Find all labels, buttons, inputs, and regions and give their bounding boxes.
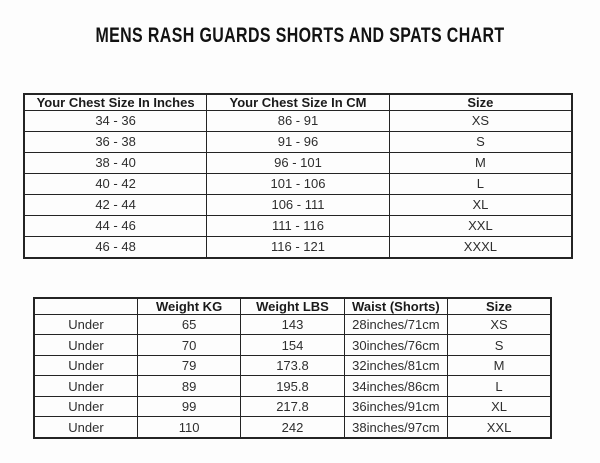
column-header: Size (447, 297, 552, 315)
column-header: Size (388, 93, 573, 111)
table-row: Under 99 217.8 36inches/91cm XL (33, 395, 552, 418)
table-cell: 38inches/97cm (343, 416, 449, 439)
table-cell: Under (33, 395, 138, 418)
table-cell: S (447, 334, 552, 356)
column-header (33, 297, 138, 315)
column-header: Weight LBS (240, 297, 345, 315)
column-header: Your Chest Size In Inches (23, 93, 208, 111)
header-row: Your Chest Size In Inches Your Chest Size… (23, 93, 573, 111)
weight-size-table: Weight KG Weight LBS Waist (Shorts) Size Und… (33, 297, 552, 439)
table-cell: 106 - 111 (206, 193, 390, 216)
table-cell: M (388, 151, 573, 174)
table-cell: Under (33, 354, 138, 377)
table-cell: XXXL (388, 235, 573, 259)
size-chart-page: MENS RASH GUARDS SHORTS AND SPATS CHART … (0, 24, 600, 439)
table-cell: 34inches/86cm (343, 375, 449, 397)
table-cell: 143 (240, 313, 345, 336)
table-row: 42 - 44 106 - 111 XL (23, 193, 573, 216)
table-row: 34 - 36 86 - 91 XS (23, 110, 573, 132)
table-row: Under 70 154 30inches/76cm S (33, 334, 552, 356)
table-cell: XL (447, 395, 552, 418)
table-cell: 99 (136, 395, 242, 418)
table-cell: 91 - 96 (206, 130, 390, 153)
header-row: Weight KG Weight LBS Waist (Shorts) Size (33, 297, 552, 315)
table-row: Under 79 173.8 32inches/81cm M (33, 354, 552, 377)
table-row: Under 89 195.8 34inches/86cm L (33, 375, 552, 397)
table-cell: XS (447, 313, 552, 336)
table-cell: 34 - 36 (23, 110, 208, 132)
column-header: Weight KG (136, 297, 242, 315)
table-cell: M (447, 354, 552, 377)
table-row: 44 - 46 111 - 116 XXL (23, 214, 573, 237)
table-cell: L (388, 172, 573, 195)
table-row: 38 - 40 96 - 101 M (23, 151, 573, 174)
table-cell: 217.8 (240, 395, 345, 418)
table-cell: XS (388, 110, 573, 132)
table-row: Under 110 242 38inches/97cm XXL (33, 416, 552, 439)
table-row: 36 - 38 91 - 96 S (23, 130, 573, 153)
table-cell: 65 (136, 313, 242, 336)
table-cell: 89 (136, 375, 242, 397)
table-cell: 101 - 106 (206, 172, 390, 195)
table-cell: 70 (136, 334, 242, 356)
table-cell: 111 - 116 (206, 214, 390, 237)
table-cell: 36inches/91cm (343, 395, 449, 418)
table-cell: 116 - 121 (206, 235, 390, 259)
table-cell: XXL (447, 416, 552, 439)
table-cell: 110 (136, 416, 242, 439)
table-cell: 28inches/71cm (343, 313, 449, 336)
column-header: Your Chest Size In CM (206, 93, 390, 111)
table-cell: 32inches/81cm (343, 354, 449, 377)
table-cell: 242 (240, 416, 345, 439)
table-cell: 86 - 91 (206, 110, 390, 132)
table-cell: 30inches/76cm (343, 334, 449, 356)
table-cell: 38 - 40 (23, 151, 208, 174)
page-title: MENS RASH GUARDS SHORTS AND SPATS CHART (95, 24, 505, 47)
table-cell: 40 - 42 (23, 172, 208, 195)
table-cell: 96 - 101 (206, 151, 390, 174)
table-cell: L (447, 375, 552, 397)
table-cell: 79 (136, 354, 242, 377)
table-cell: Under (33, 375, 138, 397)
table-cell: 46 - 48 (23, 235, 208, 259)
column-header: Waist (Shorts) (343, 297, 449, 315)
table-cell: 195.8 (240, 375, 345, 397)
table-row: 46 - 48 116 - 121 XXXL (23, 235, 573, 259)
table-cell: 44 - 46 (23, 214, 208, 237)
table-cell: Under (33, 313, 138, 336)
table-cell: XL (388, 193, 573, 216)
table-cell: XXL (388, 214, 573, 237)
table-cell: S (388, 130, 573, 153)
table-cell: Under (33, 416, 138, 439)
table-row: Under 65 143 28inches/71cm XS (33, 313, 552, 336)
chest-size-table: Your Chest Size In Inches Your Chest Size… (23, 93, 573, 259)
table-cell: 36 - 38 (23, 130, 208, 153)
table-cell: 42 - 44 (23, 193, 208, 216)
table-cell: 154 (240, 334, 345, 356)
table-row: 40 - 42 101 - 106 L (23, 172, 573, 195)
table-cell: 173.8 (240, 354, 345, 377)
table-cell: Under (33, 334, 138, 356)
